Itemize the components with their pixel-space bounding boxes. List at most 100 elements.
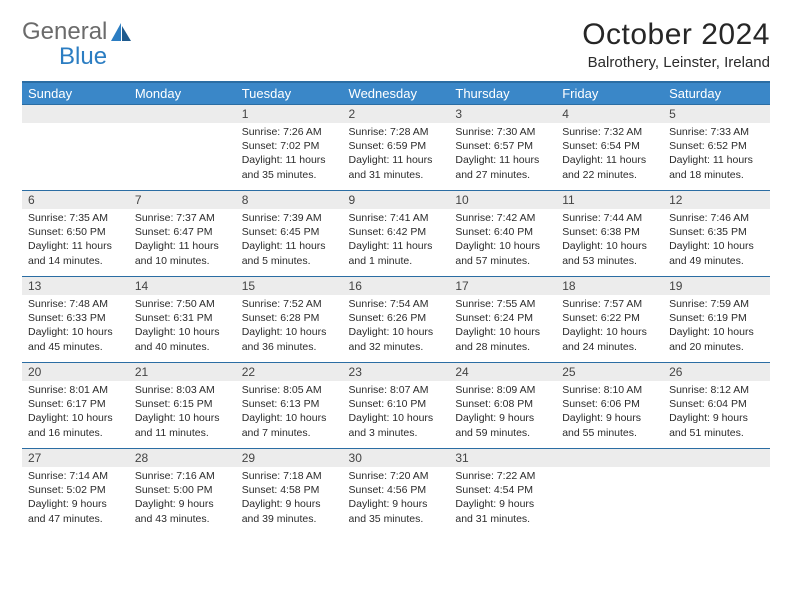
day-number	[129, 104, 236, 123]
day-number: 25	[556, 362, 663, 381]
calendar-cell: 28Sunrise: 7:16 AMSunset: 5:00 PMDayligh…	[129, 448, 236, 534]
day-number: 8	[236, 190, 343, 209]
day-details	[663, 467, 770, 473]
calendar-cell: 23Sunrise: 8:07 AMSunset: 6:10 PMDayligh…	[343, 362, 450, 448]
daylight-text: Daylight: 10 hours and 57 minutes.	[455, 239, 550, 267]
day-number: 21	[129, 362, 236, 381]
daylight-text: Daylight: 9 hours and 59 minutes.	[455, 411, 550, 439]
calendar-page: General October 2024 Balrothery, Leinste…	[0, 0, 792, 544]
sunrise-text: Sunrise: 7:35 AM	[28, 211, 123, 225]
sunrise-text: Sunrise: 7:28 AM	[349, 125, 444, 139]
day-details: Sunrise: 7:32 AMSunset: 6:54 PMDaylight:…	[556, 123, 663, 186]
sunset-text: Sunset: 6:15 PM	[135, 397, 230, 411]
sunrise-text: Sunrise: 7:33 AM	[669, 125, 764, 139]
sunrise-text: Sunrise: 7:37 AM	[135, 211, 230, 225]
day-details	[556, 467, 663, 473]
sunrise-text: Sunrise: 7:16 AM	[135, 469, 230, 483]
daylight-text: Daylight: 9 hours and 47 minutes.	[28, 497, 123, 525]
day-details: Sunrise: 7:18 AMSunset: 4:58 PMDaylight:…	[236, 467, 343, 530]
day-details: Sunrise: 7:35 AMSunset: 6:50 PMDaylight:…	[22, 209, 129, 272]
sunrise-text: Sunrise: 8:09 AM	[455, 383, 550, 397]
day-details: Sunrise: 8:07 AMSunset: 6:10 PMDaylight:…	[343, 381, 450, 444]
daylight-text: Daylight: 11 hours and 31 minutes.	[349, 153, 444, 181]
col-thursday: Thursday	[449, 82, 556, 104]
sunrise-text: Sunrise: 7:55 AM	[455, 297, 550, 311]
daylight-text: Daylight: 11 hours and 14 minutes.	[28, 239, 123, 267]
sunset-text: Sunset: 6:52 PM	[669, 139, 764, 153]
logo: General	[22, 18, 135, 46]
day-number: 29	[236, 448, 343, 467]
sunrise-text: Sunrise: 8:05 AM	[242, 383, 337, 397]
day-number: 15	[236, 276, 343, 295]
calendar-week: 6Sunrise: 7:35 AMSunset: 6:50 PMDaylight…	[22, 190, 770, 276]
sunrise-text: Sunrise: 8:10 AM	[562, 383, 657, 397]
daylight-text: Daylight: 10 hours and 40 minutes.	[135, 325, 230, 353]
sunset-text: Sunset: 6:19 PM	[669, 311, 764, 325]
daylight-text: Daylight: 11 hours and 5 minutes.	[242, 239, 337, 267]
day-details	[129, 123, 236, 129]
sunset-text: Sunset: 6:26 PM	[349, 311, 444, 325]
sunset-text: Sunset: 6:35 PM	[669, 225, 764, 239]
sunrise-text: Sunrise: 7:48 AM	[28, 297, 123, 311]
sunrise-text: Sunrise: 8:01 AM	[28, 383, 123, 397]
day-number: 13	[22, 276, 129, 295]
daylight-text: Daylight: 11 hours and 22 minutes.	[562, 153, 657, 181]
calendar-cell: 10Sunrise: 7:42 AMSunset: 6:40 PMDayligh…	[449, 190, 556, 276]
sunrise-text: Sunrise: 8:03 AM	[135, 383, 230, 397]
sunrise-text: Sunrise: 7:59 AM	[669, 297, 764, 311]
daylight-text: Daylight: 10 hours and 53 minutes.	[562, 239, 657, 267]
sunrise-text: Sunrise: 7:46 AM	[669, 211, 764, 225]
day-number: 4	[556, 104, 663, 123]
calendar-cell: 2Sunrise: 7:28 AMSunset: 6:59 PMDaylight…	[343, 104, 450, 190]
sunrise-text: Sunrise: 7:57 AM	[562, 297, 657, 311]
logo-text-blue: Blue	[59, 43, 107, 70]
day-details: Sunrise: 8:12 AMSunset: 6:04 PMDaylight:…	[663, 381, 770, 444]
calendar-week: 13Sunrise: 7:48 AMSunset: 6:33 PMDayligh…	[22, 276, 770, 362]
day-details: Sunrise: 8:05 AMSunset: 6:13 PMDaylight:…	[236, 381, 343, 444]
daylight-text: Daylight: 10 hours and 28 minutes.	[455, 325, 550, 353]
calendar-cell: 7Sunrise: 7:37 AMSunset: 6:47 PMDaylight…	[129, 190, 236, 276]
sunrise-text: Sunrise: 7:18 AM	[242, 469, 337, 483]
sunset-text: Sunset: 4:56 PM	[349, 483, 444, 497]
day-details: Sunrise: 8:03 AMSunset: 6:15 PMDaylight:…	[129, 381, 236, 444]
sunrise-text: Sunrise: 7:42 AM	[455, 211, 550, 225]
day-number: 11	[556, 190, 663, 209]
daylight-text: Daylight: 11 hours and 1 minute.	[349, 239, 444, 267]
day-details: Sunrise: 7:37 AMSunset: 6:47 PMDaylight:…	[129, 209, 236, 272]
day-details: Sunrise: 7:44 AMSunset: 6:38 PMDaylight:…	[556, 209, 663, 272]
sunset-text: Sunset: 5:00 PM	[135, 483, 230, 497]
day-number: 27	[22, 448, 129, 467]
calendar-cell: 31Sunrise: 7:22 AMSunset: 4:54 PMDayligh…	[449, 448, 556, 534]
sunset-text: Sunset: 6:57 PM	[455, 139, 550, 153]
day-details: Sunrise: 7:16 AMSunset: 5:00 PMDaylight:…	[129, 467, 236, 530]
daylight-text: Daylight: 10 hours and 24 minutes.	[562, 325, 657, 353]
day-number	[663, 448, 770, 467]
calendar-cell: 22Sunrise: 8:05 AMSunset: 6:13 PMDayligh…	[236, 362, 343, 448]
col-monday: Monday	[129, 82, 236, 104]
daylight-text: Daylight: 10 hours and 16 minutes.	[28, 411, 123, 439]
calendar-cell: 13Sunrise: 7:48 AMSunset: 6:33 PMDayligh…	[22, 276, 129, 362]
sunset-text: Sunset: 6:31 PM	[135, 311, 230, 325]
calendar-cell: 4Sunrise: 7:32 AMSunset: 6:54 PMDaylight…	[556, 104, 663, 190]
daylight-text: Daylight: 9 hours and 31 minutes.	[455, 497, 550, 525]
day-number: 9	[343, 190, 450, 209]
daylight-text: Daylight: 10 hours and 11 minutes.	[135, 411, 230, 439]
daylight-text: Daylight: 11 hours and 18 minutes.	[669, 153, 764, 181]
calendar-cell: 20Sunrise: 8:01 AMSunset: 6:17 PMDayligh…	[22, 362, 129, 448]
calendar-cell: 15Sunrise: 7:52 AMSunset: 6:28 PMDayligh…	[236, 276, 343, 362]
sunset-text: Sunset: 6:47 PM	[135, 225, 230, 239]
day-details: Sunrise: 7:48 AMSunset: 6:33 PMDaylight:…	[22, 295, 129, 358]
page-subtitle: Balrothery, Leinster, Ireland	[582, 54, 770, 71]
day-number: 3	[449, 104, 556, 123]
sunset-text: Sunset: 6:10 PM	[349, 397, 444, 411]
day-number: 26	[663, 362, 770, 381]
calendar-cell: 29Sunrise: 7:18 AMSunset: 4:58 PMDayligh…	[236, 448, 343, 534]
sunset-text: Sunset: 6:24 PM	[455, 311, 550, 325]
day-number: 17	[449, 276, 556, 295]
daylight-text: Daylight: 11 hours and 27 minutes.	[455, 153, 550, 181]
sunrise-text: Sunrise: 7:14 AM	[28, 469, 123, 483]
col-sunday: Sunday	[22, 82, 129, 104]
logo-text-general: General	[22, 18, 107, 46]
day-details: Sunrise: 7:41 AMSunset: 6:42 PMDaylight:…	[343, 209, 450, 272]
sunset-text: Sunset: 6:59 PM	[349, 139, 444, 153]
